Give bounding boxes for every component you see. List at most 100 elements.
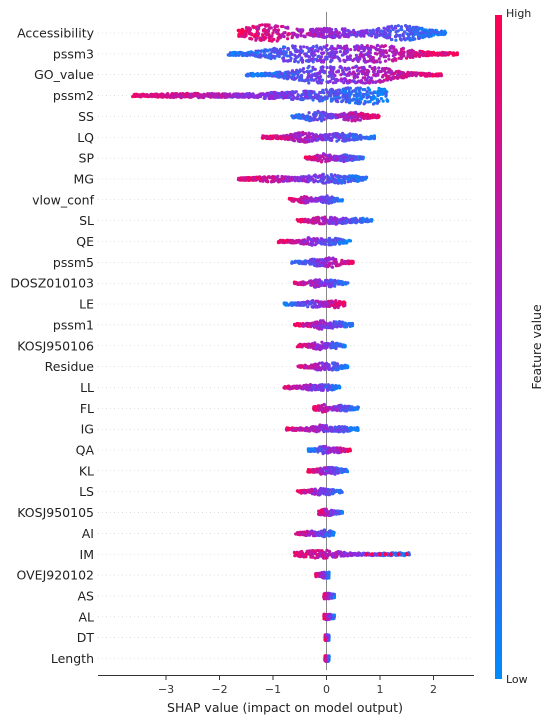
shap-point xyxy=(268,55,272,59)
shap-point xyxy=(318,90,322,95)
shap-point xyxy=(316,324,320,328)
shap-point xyxy=(404,24,408,28)
shap-point xyxy=(380,75,385,79)
shap-point xyxy=(384,31,388,35)
shap-point xyxy=(320,195,324,199)
shap-point xyxy=(267,23,271,27)
shap-point xyxy=(382,91,386,95)
shap-point xyxy=(335,55,339,59)
shap-point xyxy=(354,174,358,178)
shap-point xyxy=(341,46,345,50)
shap-point xyxy=(308,93,312,97)
shap-point xyxy=(328,138,332,142)
shap-point xyxy=(409,28,413,32)
shap-point xyxy=(346,134,350,138)
shap-point xyxy=(369,91,373,95)
shap-point xyxy=(346,72,350,76)
shap-point xyxy=(302,195,306,199)
shap-point xyxy=(270,179,274,183)
shap-point xyxy=(351,260,355,264)
shap-point xyxy=(332,180,336,184)
shap-point xyxy=(315,111,319,115)
shap-point xyxy=(256,177,260,181)
shap-point xyxy=(371,114,376,118)
shap-point xyxy=(286,75,290,79)
shap-point xyxy=(197,95,201,99)
shap-point xyxy=(381,49,385,53)
shap-point xyxy=(368,218,373,222)
shap-point xyxy=(315,197,319,201)
shap-point xyxy=(337,136,341,140)
shap-point xyxy=(325,43,329,48)
shap-point xyxy=(446,51,450,55)
shap-point xyxy=(371,30,375,34)
shap-point xyxy=(379,80,383,84)
shap-point xyxy=(390,50,394,54)
shap-point xyxy=(284,26,288,30)
shap-point xyxy=(260,71,264,76)
shap-point xyxy=(361,95,366,99)
shap-point xyxy=(328,71,332,75)
shap-point xyxy=(365,90,369,94)
shap-point xyxy=(291,93,295,97)
shap-point xyxy=(259,93,263,97)
shap-point xyxy=(334,27,338,32)
shap-point xyxy=(312,32,316,37)
shap-point xyxy=(430,28,434,32)
shap-point xyxy=(357,99,361,103)
shap-point xyxy=(146,94,150,98)
shap-point xyxy=(368,48,373,52)
shap-point xyxy=(394,57,398,61)
shap-point xyxy=(271,49,275,53)
shap-point xyxy=(344,100,348,104)
shap-point xyxy=(303,131,308,136)
shap-point xyxy=(378,30,382,34)
shap-point xyxy=(306,75,310,80)
shap-point xyxy=(337,322,341,326)
shap-point xyxy=(366,51,370,55)
shap-point xyxy=(387,28,391,32)
shap-point xyxy=(296,322,301,326)
shap-point xyxy=(338,175,342,179)
shap-point xyxy=(317,278,322,282)
shap-point xyxy=(402,54,406,58)
shap-point xyxy=(310,132,314,136)
shap-point xyxy=(263,55,267,59)
shap-point xyxy=(387,54,391,58)
shap-point xyxy=(354,34,358,38)
shap-point xyxy=(319,27,323,31)
shap-point xyxy=(323,217,327,221)
shap-point xyxy=(282,59,286,63)
shap-point xyxy=(311,155,315,159)
feature-swarm xyxy=(292,278,350,289)
shap-point xyxy=(301,343,306,347)
shap-point xyxy=(237,32,241,36)
shap-point xyxy=(358,91,362,95)
shap-point xyxy=(378,70,382,74)
shap-point xyxy=(374,74,378,78)
shap-point xyxy=(343,59,347,64)
shap-point xyxy=(331,238,335,242)
shap-point xyxy=(252,26,256,30)
shap-point xyxy=(310,136,314,140)
shap-point xyxy=(366,59,370,64)
shap-point xyxy=(297,179,302,183)
shap-point xyxy=(276,75,280,79)
shap-point xyxy=(331,46,335,50)
shap-point xyxy=(358,118,362,122)
shap-point xyxy=(260,23,264,27)
shap-point xyxy=(374,46,378,50)
shap-point xyxy=(385,51,389,55)
shap-point xyxy=(293,59,297,63)
shap-point xyxy=(350,72,354,76)
shap-point xyxy=(289,176,293,181)
shap-point xyxy=(300,302,305,306)
shap-point xyxy=(349,57,353,61)
shap-point xyxy=(442,32,446,37)
shap-point xyxy=(203,93,207,97)
shap-point xyxy=(319,59,323,63)
shap-point xyxy=(347,138,351,142)
shap-point xyxy=(248,93,252,98)
shap-point xyxy=(346,322,350,326)
shap-point xyxy=(399,25,404,29)
